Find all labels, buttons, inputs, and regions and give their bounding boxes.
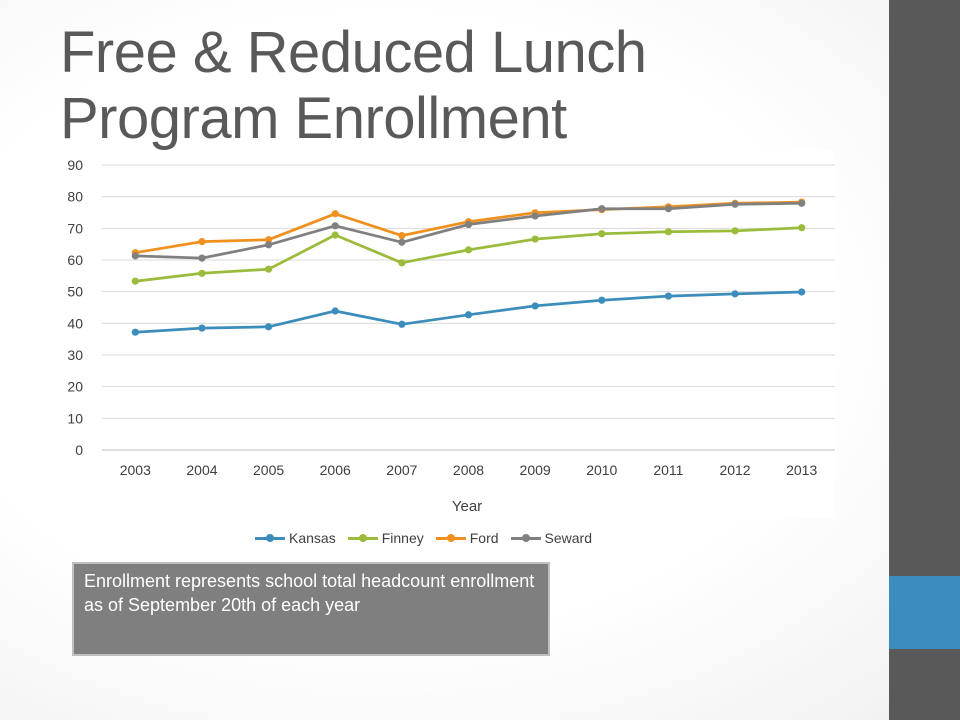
data-point-finney	[331, 231, 339, 239]
data-point-finney	[198, 269, 206, 277]
data-point-finney	[598, 230, 606, 238]
line-chart: 0 10 20 30 40 50 60 70 80 90 2003 2004 2005 2006 2007…	[67, 157, 835, 515]
y-tick-label: 90	[67, 157, 83, 173]
legend-swatch	[435, 532, 466, 544]
data-point-ford	[398, 232, 406, 240]
legend-label: Seward	[544, 530, 592, 546]
right-accent-block	[889, 576, 960, 649]
data-point-seward	[598, 205, 606, 213]
y-tick-label: 10	[67, 410, 83, 426]
data-point-kansas	[464, 311, 473, 319]
x-tick-label: 2005	[253, 462, 284, 478]
data-point-kansas	[198, 324, 206, 332]
data-point-seward	[464, 220, 473, 229]
data-point-kansas	[731, 290, 739, 298]
data-point-finney	[531, 235, 539, 243]
legend-item-finney: Finney	[347, 530, 424, 546]
x-tick-label: 2008	[453, 462, 484, 478]
legend-item-kansas: Kansas	[255, 530, 336, 546]
legend-label: Finney	[381, 530, 424, 546]
slide-title: Free & Reduced Lunch Program Enrollment	[60, 20, 860, 152]
x-tick-label: 2013	[786, 462, 817, 478]
y-tick-label: 80	[67, 189, 83, 205]
series-line-finney	[133, 226, 804, 283]
chart-area: 0 10 20 30 40 50 60 70 80 90 2003 2004 2005 2006 2007…	[60, 150, 835, 518]
legend-item-seward: Seward	[510, 530, 592, 546]
data-point-kansas	[398, 320, 406, 328]
data-point-seward	[798, 199, 806, 207]
data-point-kansas	[264, 323, 273, 331]
data-point-finney	[264, 265, 273, 273]
x-tick-label: 2004	[186, 462, 217, 478]
data-point-finney	[131, 277, 139, 285]
data-point-seward	[398, 238, 406, 246]
x-tick-label: 2009	[520, 462, 551, 478]
legend-swatch	[347, 532, 378, 544]
data-point-finney	[798, 224, 806, 232]
data-point-seward	[264, 241, 273, 249]
data-point-seward	[331, 222, 339, 230]
data-point-finney	[398, 259, 406, 267]
y-tick-label: 40	[67, 315, 83, 331]
y-tick-label: 70	[67, 220, 83, 236]
y-tick-label: 0	[75, 442, 83, 458]
legend-label: Ford	[469, 530, 499, 546]
data-point-ford	[198, 238, 206, 246]
data-point-finney	[464, 246, 473, 254]
data-point-kansas	[598, 296, 606, 304]
slide-title-line-2: Program Enrollment	[60, 86, 567, 151]
data-point-kansas	[331, 307, 339, 315]
data-point-seward	[664, 205, 673, 213]
data-point-seward	[731, 200, 739, 208]
data-point-seward	[198, 254, 206, 262]
x-axis-label: Year	[452, 498, 482, 515]
x-tick-label: 2011	[653, 462, 683, 478]
data-point-kansas	[131, 328, 139, 336]
legend-swatch	[255, 532, 285, 544]
data-point-kansas	[531, 302, 539, 310]
slide-title-line-1: Free & Reduced Lunch	[60, 20, 647, 85]
legend-swatch	[510, 532, 541, 544]
data-point-ford	[264, 236, 273, 244]
data-point-finney	[731, 227, 739, 235]
chart-legend: Kansas Finney Ford Seward	[255, 528, 592, 548]
x-tick-label: 2007	[386, 462, 417, 478]
data-point-kansas	[798, 288, 806, 296]
data-point-ford	[331, 210, 339, 218]
y-tick-label: 50	[67, 284, 83, 300]
y-tick-label: 20	[67, 379, 83, 395]
y-tick-label: 60	[67, 252, 83, 268]
data-point-seward	[531, 212, 539, 220]
enrollment-note: Enrollment represents school total headc…	[72, 562, 550, 656]
data-point-kansas	[664, 292, 673, 300]
legend-item-ford: Ford	[435, 530, 499, 546]
x-tick-label: 2010	[586, 462, 617, 478]
x-tick-label: 2006	[320, 462, 351, 478]
legend-label: Kansas	[289, 530, 336, 546]
data-point-seward	[131, 252, 139, 260]
x-tick-label: 2012	[719, 462, 750, 478]
y-tick-label: 30	[67, 347, 83, 363]
data-point-finney	[664, 228, 673, 236]
x-tick-label: 2003	[120, 462, 151, 478]
